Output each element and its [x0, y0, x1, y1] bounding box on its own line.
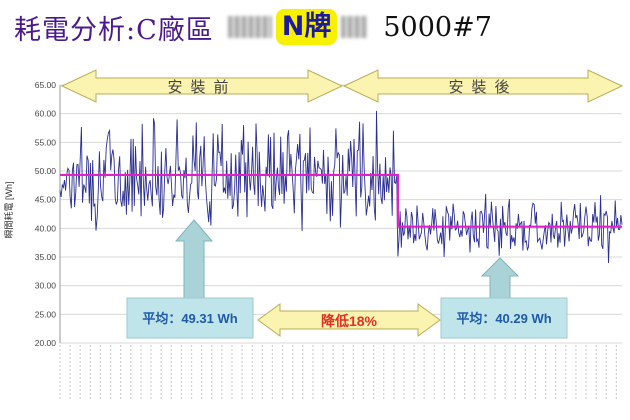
after-band-shape — [342, 69, 624, 103]
after-average-box — [440, 297, 568, 339]
redacted-text — [341, 16, 368, 38]
before-band-shape — [60, 69, 344, 103]
after-callout-arrow — [480, 257, 520, 299]
brand-highlight: N牌 — [275, 9, 338, 45]
before-band-arrow: 安裝前 — [60, 69, 344, 103]
x-axis-ticks — [59, 345, 617, 399]
title-text: 耗電分析:C廠區 — [14, 14, 214, 46]
y-tick-label: 35.00 — [35, 252, 57, 262]
before-average-label: 平均：49.31 Wh — [142, 311, 237, 326]
after-band-label: 安裝後 — [448, 79, 517, 96]
y-tick-label: 50.00 — [35, 166, 57, 176]
after-band-arrow: 安裝後 — [342, 69, 624, 103]
y-tick-label: 20.00 — [35, 338, 57, 348]
redacted-text — [227, 16, 272, 38]
y-tick-label: 30.00 — [35, 281, 57, 291]
after-average-label: 平均：40.29 Wh — [456, 311, 551, 326]
y-tick-label: 45.00 — [35, 195, 57, 205]
before-callout-arrow — [174, 219, 214, 299]
series — [59, 110, 623, 264]
y-tick-label: 40.00 — [35, 223, 57, 233]
model-number: 5000#7 — [383, 11, 492, 43]
y-tick-label: 60.00 — [35, 109, 57, 119]
before-average-box — [126, 297, 254, 339]
slide-title: 耗電分析:C廠區 N牌 5000#7 — [14, 4, 492, 50]
y-tick-label: 55.00 — [35, 137, 57, 147]
average-step-line — [60, 173, 622, 228]
y-axis-ticks: 20.00 25.00 30.00 35.00 40.00 45.00 50.00 55.00… — [35, 80, 57, 348]
y-axis-label: 瞬間耗電 [Wh] — [3, 181, 14, 238]
y-tick-label: 25.00 — [35, 309, 57, 319]
reduction-label: 降低18% — [321, 313, 378, 329]
reduction-prefix: 降低 — [321, 313, 349, 329]
reduction-arrow — [257, 303, 441, 337]
y-tick-label: 65.00 — [35, 80, 57, 90]
before-band-label: 安裝前 — [167, 79, 236, 96]
reduction-value: 18% — [349, 313, 378, 329]
raw-power-line — [59, 110, 623, 264]
